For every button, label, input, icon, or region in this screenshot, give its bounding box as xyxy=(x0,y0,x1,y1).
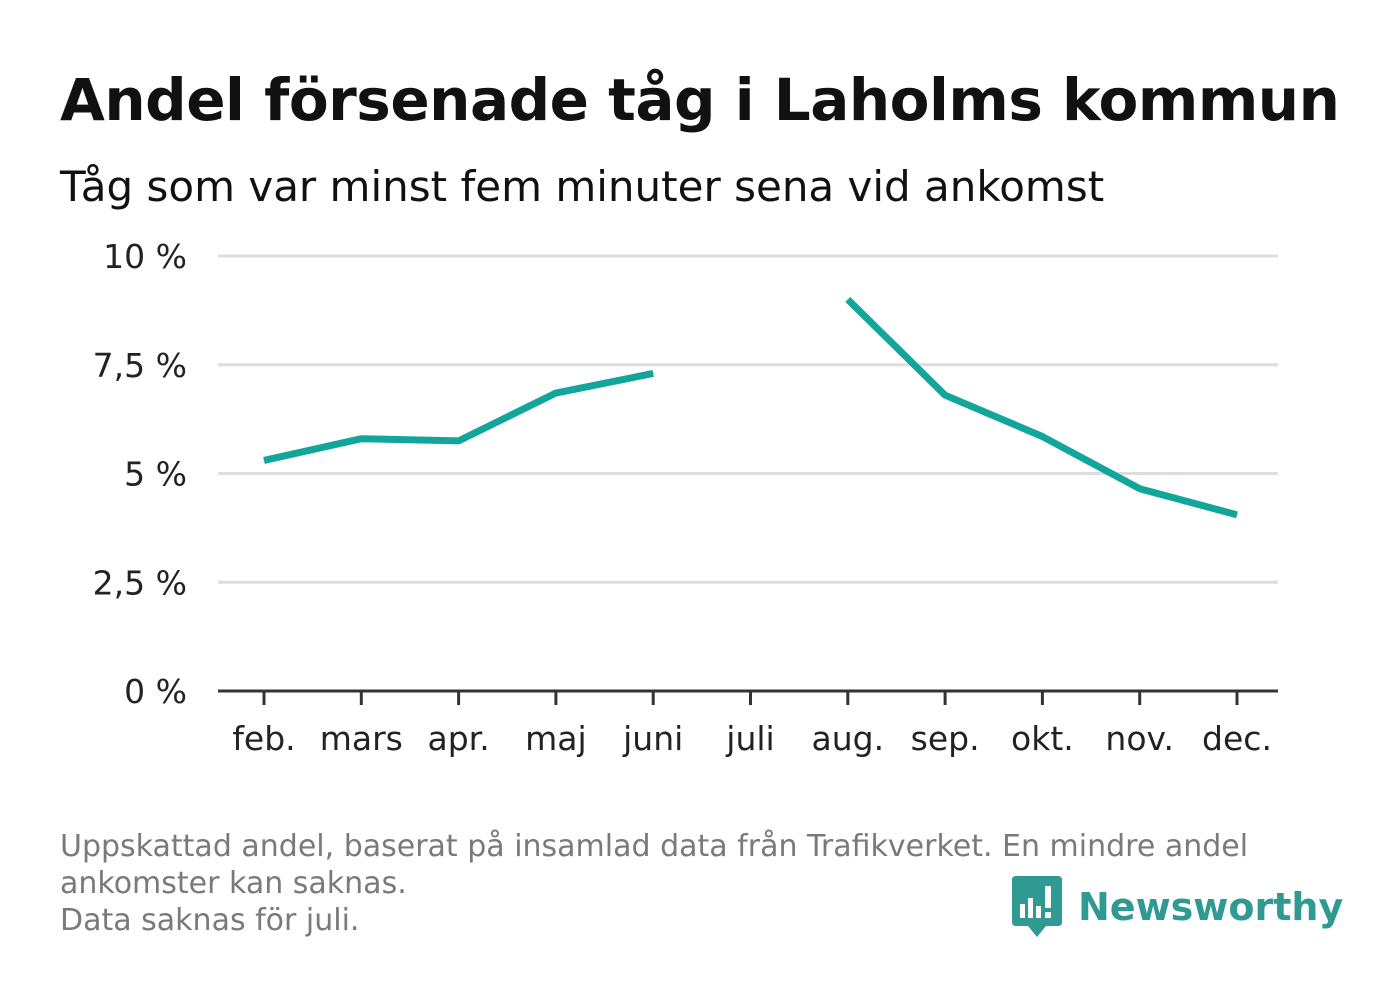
x-tick-label: maj xyxy=(525,719,587,758)
logo-text: Newsworthy xyxy=(1078,885,1344,929)
newsworthy-logo: Newsworthy xyxy=(1012,876,1343,938)
data-point xyxy=(263,459,265,461)
x-tick-label: juni xyxy=(622,719,683,758)
x-tick-label: okt. xyxy=(1011,719,1074,758)
data-point xyxy=(1041,436,1043,438)
y-tick-label: 2,5 % xyxy=(93,563,187,602)
x-tick-label: nov. xyxy=(1105,719,1174,758)
series-layer xyxy=(263,297,1238,519)
footer-line-2: ankomster kan saknas. xyxy=(60,866,407,901)
x-tick-label: juli xyxy=(725,719,774,758)
footer-line-1: Uppskattad andel, baserat på insamlad da… xyxy=(60,829,1249,864)
series-line-segment xyxy=(845,297,1238,519)
data-point xyxy=(944,394,946,396)
data-point xyxy=(360,438,362,440)
x-tick-label: dec. xyxy=(1202,719,1272,758)
x-tick-label: apr. xyxy=(427,719,489,758)
data-point xyxy=(555,392,557,394)
x-tick-label: feb. xyxy=(232,719,295,758)
data-point xyxy=(458,440,460,442)
y-axis-labels: 0 % 2,5 % 5 % 7,5 % 10 % xyxy=(93,237,187,711)
x-tick-label: sep. xyxy=(911,719,980,758)
data-point xyxy=(847,299,849,300)
line-chart: 0 % 2,5 % 5 % 7,5 % 10 % feb. mars apr. maj juni… xyxy=(93,237,1278,758)
y-tick-label: 5 % xyxy=(124,455,187,494)
data-point xyxy=(1236,514,1238,516)
chart-title: Andel försenade tåg i Laholms kommun xyxy=(60,66,1340,134)
data-point xyxy=(1139,488,1141,490)
x-axis xyxy=(218,689,1278,705)
x-axis-labels: feb. mars apr. maj juni juli aug. sep. okt. nov. d… xyxy=(232,719,1272,758)
footer-line-3: Data saknas för juli. xyxy=(60,903,360,938)
y-tick-label: 0 % xyxy=(124,672,187,711)
chart-subtitle: Tåg som var minst fem minuter sena vid a… xyxy=(60,162,1105,211)
series-line-segment xyxy=(263,370,654,464)
y-tick-label: 10 % xyxy=(103,237,187,276)
x-tick-label: aug. xyxy=(812,719,885,758)
bar-chart-speech-bubble-icon xyxy=(1012,876,1062,937)
x-tick-label: mars xyxy=(320,719,403,758)
footer-note: Uppskattad andel, baserat på insamlad da… xyxy=(60,828,1310,939)
grid-layer xyxy=(218,254,1278,584)
data-point xyxy=(652,372,654,374)
y-tick-label: 7,5 % xyxy=(93,346,187,385)
